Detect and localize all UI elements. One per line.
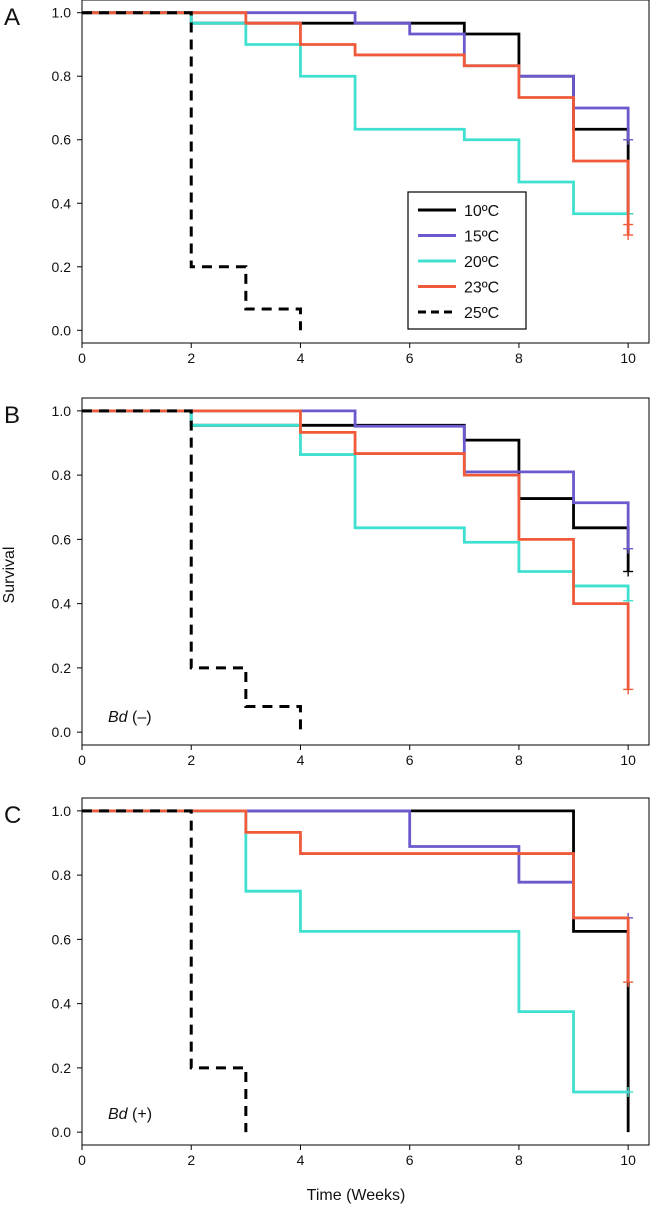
x-tick-label: 2 bbox=[187, 752, 195, 768]
x-tick-label: 2 bbox=[187, 1152, 195, 1168]
y-tick-label: 0.6 bbox=[52, 132, 72, 148]
plot-frame bbox=[81, 0, 650, 344]
x-tick-label: 10 bbox=[620, 1152, 636, 1168]
y-tick-label: 0.8 bbox=[52, 68, 72, 84]
legend-label: 15ºC bbox=[464, 229, 499, 246]
y-tick-label: 0.2 bbox=[52, 1060, 72, 1076]
series-line-23c bbox=[82, 809, 630, 983]
x-tick-label: 8 bbox=[515, 752, 523, 768]
x-tick-label: 4 bbox=[297, 752, 305, 768]
x-tick-label: 4 bbox=[297, 350, 305, 366]
x-tick-label: 6 bbox=[406, 752, 414, 768]
y-tick-label: 0.2 bbox=[52, 259, 72, 275]
x-tick-label: 0 bbox=[78, 752, 86, 768]
y-tick-label: 0.4 bbox=[52, 996, 72, 1012]
x-tick-label: 0 bbox=[78, 350, 86, 366]
y-tick-label: 0.8 bbox=[52, 867, 72, 883]
y-tick-label: 0.4 bbox=[52, 596, 72, 612]
series-line-25c bbox=[82, 11, 302, 331]
panel-annotation: Bd (+) bbox=[108, 1106, 152, 1123]
y-tick-label: 0.8 bbox=[52, 467, 72, 483]
x-tick-label: 6 bbox=[406, 350, 414, 366]
series-line-15c bbox=[82, 809, 629, 920]
y-tick-label: 1.0 bbox=[52, 5, 72, 21]
legend-label: 10ºC bbox=[464, 203, 499, 220]
plot-frame bbox=[81, 797, 650, 1146]
panel-annotation: Bd (–) bbox=[108, 709, 152, 726]
x-tick-label: 10 bbox=[620, 752, 636, 768]
chart-panel-c: 0.0 0.2 0.4 0.6 0.8 1.0 0 2 4 6 8 10 C Bd (+) bbox=[4, 797, 650, 1168]
series-line-20c bbox=[82, 11, 629, 216]
x-tick-label: 0 bbox=[78, 1152, 86, 1168]
x-tick-label: 4 bbox=[297, 1152, 305, 1168]
y-tick-label: 1.0 bbox=[52, 403, 72, 419]
plot-frame bbox=[81, 397, 650, 746]
x-tick-label: 6 bbox=[406, 1152, 414, 1168]
legend: 10ºC 15ºC 20ºC 23ºC 25ºC bbox=[407, 191, 527, 330]
legend-label: 25ºC bbox=[464, 305, 499, 322]
panel-letter: B bbox=[4, 402, 20, 429]
series-line-10c bbox=[82, 809, 630, 1133]
series-line-20c bbox=[82, 809, 629, 1094]
y-tick-label: 0.0 bbox=[52, 322, 72, 338]
y-axis-title: Survival bbox=[1, 547, 18, 604]
series-line-23c bbox=[82, 409, 630, 690]
y-tick-label: 0.4 bbox=[52, 195, 72, 211]
series-line-25c bbox=[82, 409, 302, 733]
y-tick-label: 0.2 bbox=[52, 660, 72, 676]
x-tick-label: 10 bbox=[620, 350, 636, 366]
y-tick-label: 0.0 bbox=[52, 724, 72, 740]
panel-letter: C bbox=[4, 802, 21, 829]
x-tick-label: 8 bbox=[515, 1152, 523, 1168]
legend-label: 20ºC bbox=[464, 254, 499, 271]
x-tick-label: 8 bbox=[515, 350, 523, 366]
y-tick-label: 0.0 bbox=[52, 1124, 72, 1140]
x-tick-label: 2 bbox=[187, 350, 195, 366]
series-line-25c bbox=[82, 809, 248, 1133]
y-tick-label: 1.0 bbox=[52, 803, 72, 819]
y-tick-label: 0.6 bbox=[52, 931, 72, 947]
x-axis-title: Time (Weeks) bbox=[307, 1187, 406, 1204]
chart-panel-b: 0.0 0.2 0.4 0.6 0.8 1.0 0 2 4 6 8 10 B Bd (–) bbox=[4, 397, 650, 768]
panel-letter: A bbox=[4, 4, 20, 31]
series-line-23c bbox=[82, 11, 630, 236]
chart-panel-a: 0.0 0.2 0.4 0.6 0.8 1.0 0 2 4 6 8 10 A 10ºC 15ºC 20ºC 23… bbox=[4, 0, 650, 366]
legend-label: 23ºC bbox=[464, 280, 499, 297]
y-tick-label: 0.6 bbox=[52, 531, 72, 547]
